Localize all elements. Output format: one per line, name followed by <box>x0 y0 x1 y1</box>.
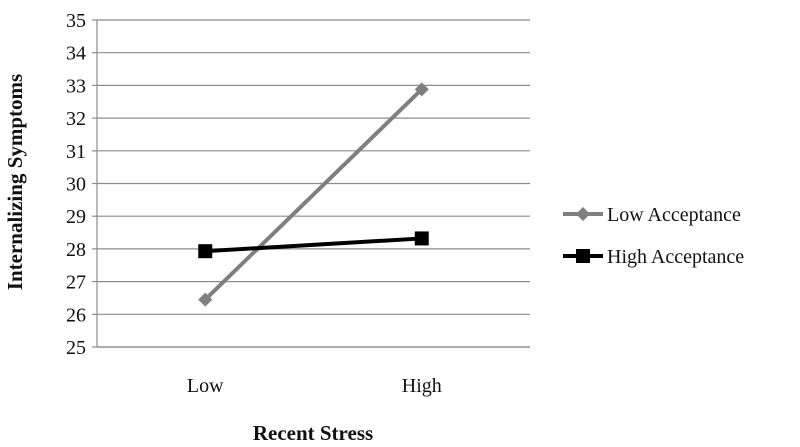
x-axis-title: Recent Stress <box>253 421 373 445</box>
y-tick-label: 27 <box>66 272 86 294</box>
legend-marker <box>576 207 590 221</box>
data-point <box>414 231 429 246</box>
y-tick-label: 35 <box>66 10 86 32</box>
y-tick-label: 34 <box>66 43 86 65</box>
y-tick-label: 30 <box>66 174 86 196</box>
y-tick-label: 32 <box>66 108 86 130</box>
y-tick-label: 31 <box>66 141 86 163</box>
y-tick-label: 26 <box>66 304 86 326</box>
series-line-high-acceptance <box>205 236 422 254</box>
y-tick-label: 28 <box>66 239 86 261</box>
y-axis-title: Internalizing Symptoms <box>3 74 27 290</box>
x-tick-labels: Low High <box>187 375 442 397</box>
series-layer <box>198 82 429 307</box>
y-tick-label: 25 <box>66 337 86 359</box>
series-line-low-acceptance <box>203 87 424 302</box>
data-point <box>198 292 213 307</box>
x-tick-label: Low <box>187 375 224 397</box>
legend-label: Low Acceptance <box>607 204 741 226</box>
y-tick-label: 29 <box>66 206 86 228</box>
x-tick-label: High <box>402 375 442 397</box>
data-point <box>414 82 429 97</box>
legend: Low Acceptance High Acceptance <box>563 204 744 268</box>
legend-marker <box>576 249 590 263</box>
data-point <box>198 244 213 259</box>
y-tick-label: 33 <box>66 75 86 97</box>
gridlines <box>92 19 530 348</box>
legend-label: High Acceptance <box>607 246 744 268</box>
y-tick-labels: 25 26 27 28 29 30 31 32 33 34 35 <box>66 10 86 359</box>
